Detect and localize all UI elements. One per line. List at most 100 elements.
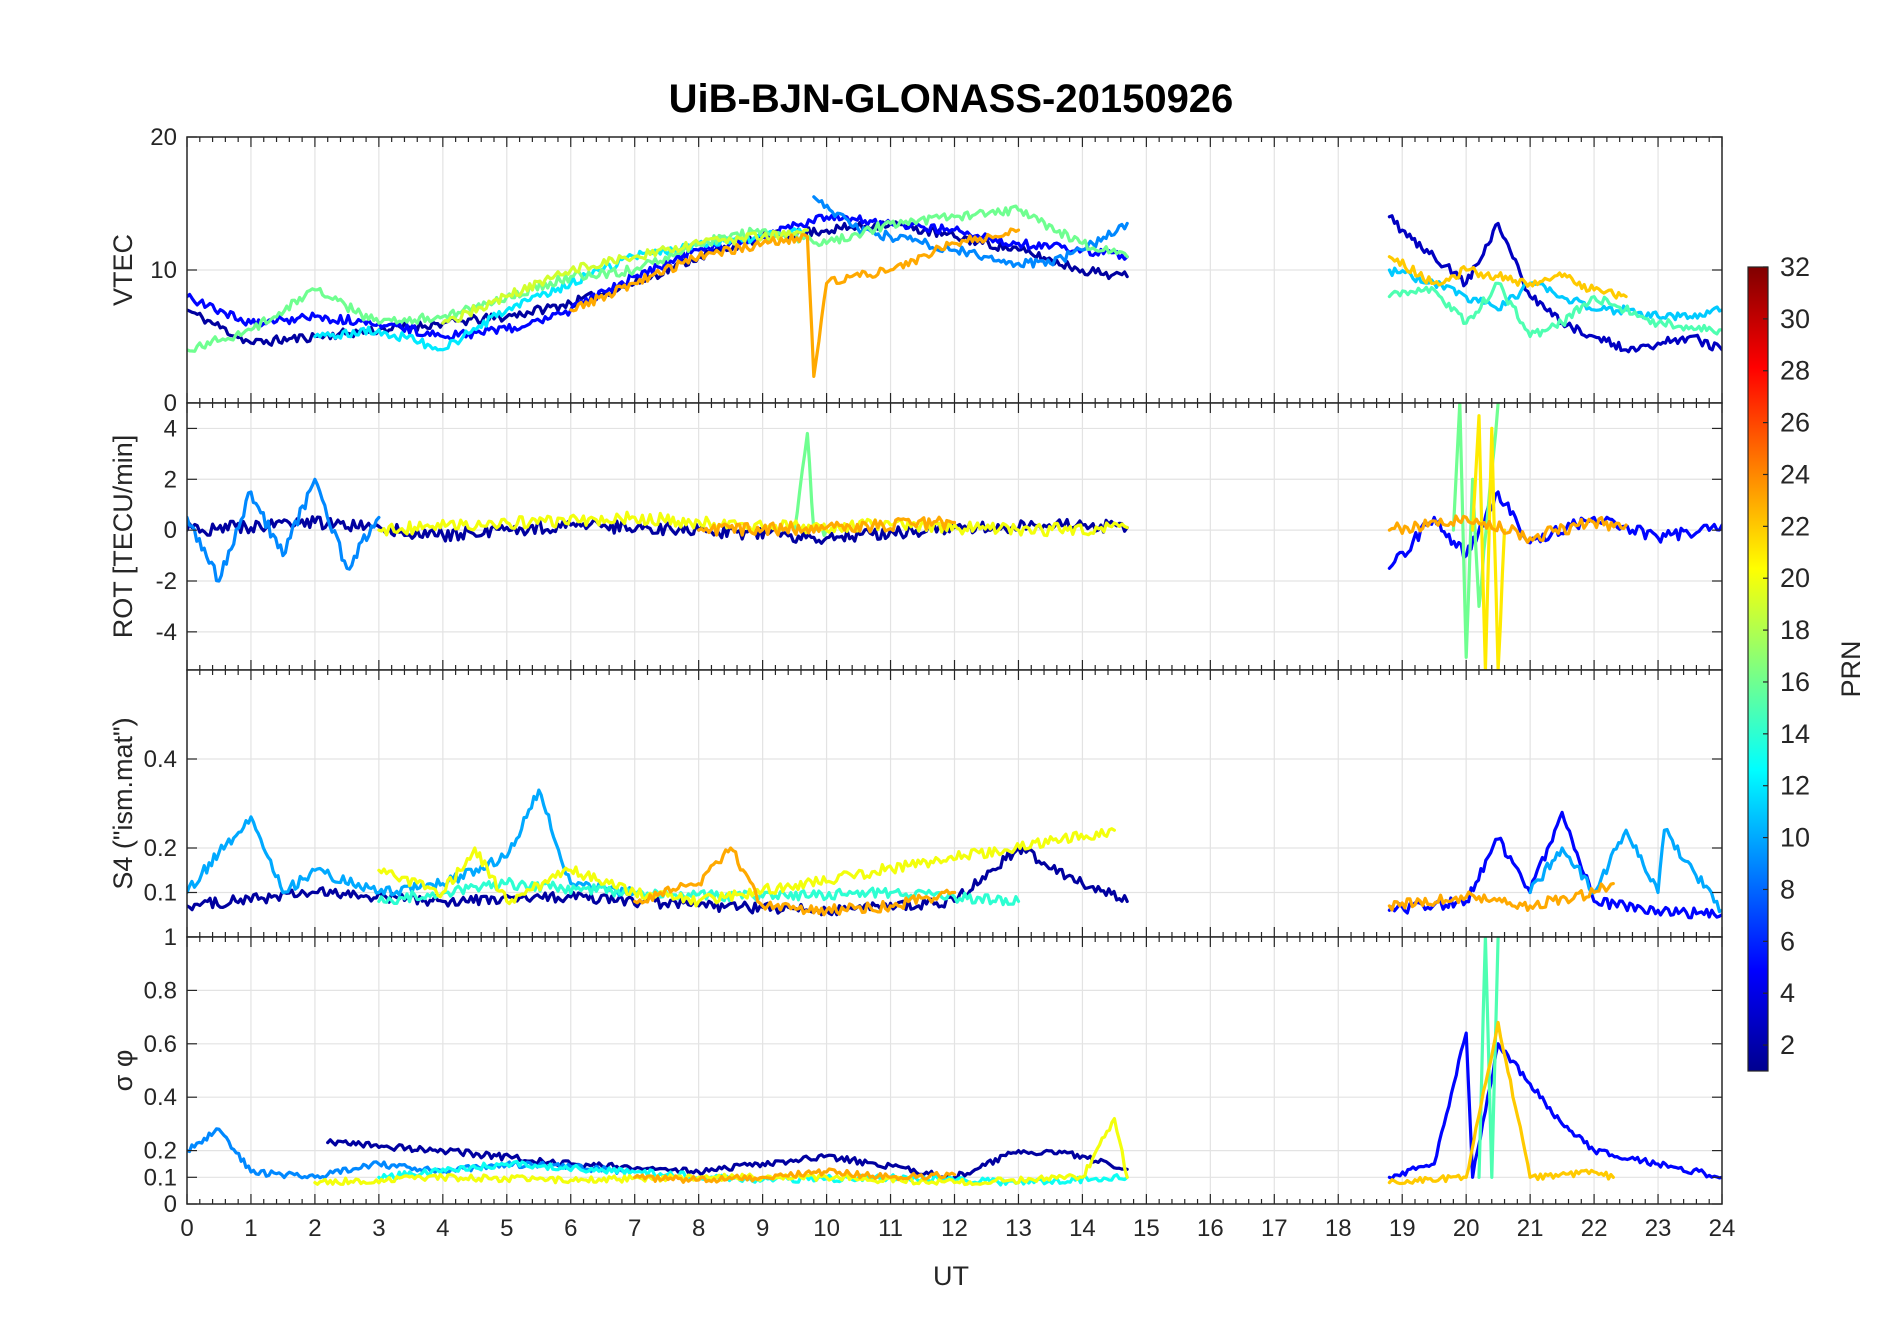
x-tick-label: 12 <box>941 1215 968 1242</box>
series-line-prn-15 <box>1387 281 1722 339</box>
x-tick-label: 11 <box>878 1215 903 1242</box>
y-axis-label: σ φ <box>108 1050 138 1092</box>
colorbar-tick-label: 22 <box>1780 511 1810 541</box>
x-tick-label: 20 <box>1453 1215 1480 1242</box>
y-axis-label: ROT [TECU/min] <box>108 435 138 639</box>
series-line-prn-23 <box>1387 514 1628 544</box>
series-line-prn-5 <box>1387 490 1722 570</box>
series-line-prn-2 <box>326 1138 1129 1181</box>
y-tick-label: 0.1 <box>144 1164 177 1191</box>
y-tick-label: 0.8 <box>144 977 177 1004</box>
series-line-prn-19 <box>441 228 810 325</box>
series-line-prn-20 <box>313 1116 1129 1187</box>
x-tick-label: 9 <box>756 1215 769 1242</box>
series-group <box>187 788 1722 920</box>
series-line-prn-10 <box>1528 827 1722 914</box>
y-tick-label: 1 <box>164 924 177 951</box>
y-tick-label: 10 <box>150 257 177 284</box>
x-tick-label: 16 <box>1197 1215 1224 1242</box>
colorbar-tick-label: 10 <box>1780 823 1810 853</box>
series-line-prn-5 <box>1387 810 1722 920</box>
colorbar-tick-label: 8 <box>1780 874 1795 904</box>
y-tick-label: 4 <box>164 415 177 442</box>
series-line-prn-21 <box>1470 414 1507 670</box>
colorbar-tick-label: 28 <box>1780 356 1810 386</box>
panel-2: -4 -2 0 2 4 ROT [TECU/min] <box>108 402 1723 671</box>
colorbar-tick-label: 24 <box>1780 459 1810 489</box>
y-tick-label: 0.6 <box>144 1031 177 1058</box>
series-line-prn-5 <box>1387 1031 1722 1181</box>
y-tick-label: 0.2 <box>144 835 177 862</box>
x-tick-label: 18 <box>1325 1215 1352 1242</box>
x-tick-label: 1 <box>244 1215 257 1242</box>
x-tick-label: 23 <box>1645 1215 1672 1242</box>
series-line-prn-22 <box>1387 1020 1615 1186</box>
series-line-prn-23 <box>1387 881 1615 913</box>
y-tick-label: 0.4 <box>144 1084 177 1111</box>
series-line-prn-22 <box>1387 255 1628 300</box>
y-axis-label: VTEC <box>108 234 138 306</box>
series-line-prn-5 <box>187 212 1129 341</box>
y-tick-label: -2 <box>156 568 177 595</box>
y-tick-label: 0 <box>164 390 177 417</box>
x-tick-label: 17 <box>1261 1215 1288 1242</box>
series-line-prn-3 <box>1387 214 1722 354</box>
x-tick-label: 0 <box>180 1215 193 1242</box>
series-line-prn-23 <box>569 227 1021 378</box>
x-tick-label: 3 <box>372 1215 385 1242</box>
series-group <box>187 403 1722 670</box>
x-tick-label: 8 <box>692 1215 705 1242</box>
x-tick-label: 7 <box>628 1215 641 1242</box>
colorbar-tick-label: 18 <box>1780 615 1810 645</box>
x-tick-label: 5 <box>500 1215 513 1242</box>
y-tick-label: 20 <box>150 124 177 151</box>
chart-title: UiB-BJN-GLONASS-20150926 <box>669 77 1234 121</box>
colorbar-tick-label: 14 <box>1780 719 1810 749</box>
x-tick-label: 21 <box>1517 1215 1544 1242</box>
series-line-prn-2 <box>187 845 1129 917</box>
x-axis-label: UT <box>933 1261 969 1291</box>
series-line-prn-11 <box>1387 266 1722 322</box>
x-tick-label: 10 <box>813 1215 840 1242</box>
colorbar-tick-label: 6 <box>1780 926 1795 956</box>
x-tick-label: 4 <box>436 1215 449 1242</box>
y-tick-label: 0.2 <box>144 1138 177 1165</box>
colorbar-tick-label: 4 <box>1780 978 1795 1008</box>
x-tick-label: 2 <box>308 1215 321 1242</box>
series-line-prn-20 <box>377 827 1117 908</box>
colorbar-tick-label: 30 <box>1780 304 1810 334</box>
colorbar-tick-label: 16 <box>1780 667 1810 697</box>
x-tick-label: 19 <box>1389 1215 1416 1242</box>
series-group <box>187 937 1722 1187</box>
y-tick-label: 0.4 <box>144 746 177 773</box>
y-tick-label: 0 <box>164 1191 177 1218</box>
colorbar-tick-label: 32 <box>1780 252 1810 282</box>
colorbar-tick-label: 20 <box>1780 563 1810 593</box>
series-group <box>187 195 1722 378</box>
x-tick-label: 6 <box>564 1215 577 1242</box>
colorbar-bar <box>1747 266 1769 1072</box>
x-tick-label: 22 <box>1581 1215 1608 1242</box>
panel-4: 00.10.2 0.4 0.6 0.8 1 σ φ <box>108 924 1723 1218</box>
colorbar-tick-label: 12 <box>1780 771 1810 801</box>
series-line-prn-23 <box>697 515 957 537</box>
colorbar-tick-label: 26 <box>1780 408 1810 438</box>
panel-1: 0 10 20 VTEC <box>108 124 1723 417</box>
colorbar-tick-label: 2 <box>1780 1030 1795 1060</box>
x-tick-label: 24 <box>1709 1215 1736 1242</box>
series-line-prn-16 <box>187 204 1129 353</box>
series-line-prn-23 <box>633 1167 957 1184</box>
y-tick-label: 0 <box>164 517 177 544</box>
series-line-prn-23 <box>633 846 957 917</box>
y-axis-label: S4 ("ism.mat") <box>108 717 138 889</box>
x-tick-label: 13 <box>1005 1215 1032 1242</box>
y-tick-label: -4 <box>156 619 177 646</box>
panel-3: 0.1 0.2 0.4S4 ("ism.mat") <box>108 669 1723 938</box>
x-tick-label: 14 <box>1069 1215 1096 1242</box>
series-line-prn-9 <box>187 477 381 583</box>
colorbar-label: PRN <box>1836 640 1866 697</box>
